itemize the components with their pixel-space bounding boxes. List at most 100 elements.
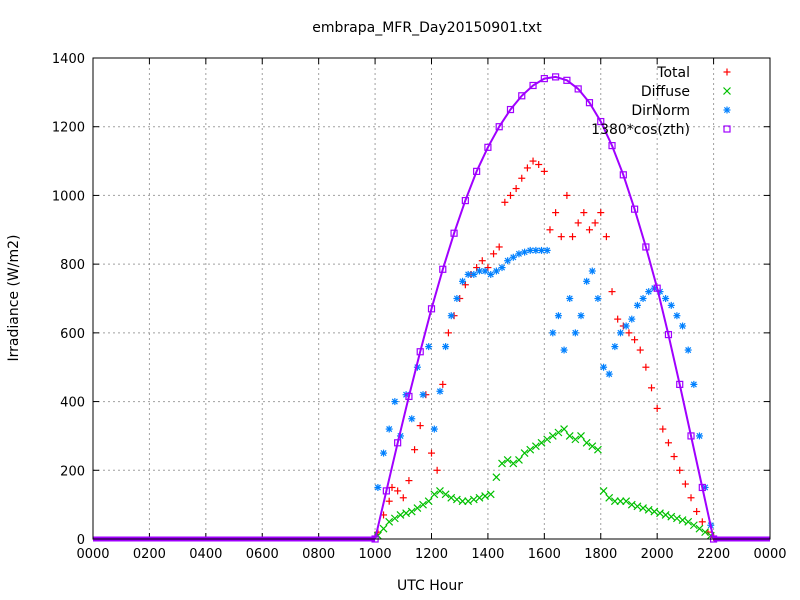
data-point: [529, 157, 537, 165]
data-point: [424, 497, 433, 506]
data-point: [411, 446, 419, 454]
data-point: [571, 329, 579, 337]
data-point: [444, 329, 452, 337]
data-point: [416, 422, 424, 430]
data-point: [644, 505, 653, 514]
data-point: [639, 295, 647, 302]
data-point: [661, 511, 670, 519]
data-point: [698, 518, 706, 526]
data-point: [582, 438, 591, 447]
data-point: [486, 490, 495, 499]
data-point: [495, 123, 503, 131]
data-point: [509, 459, 518, 468]
data-point: [503, 456, 512, 464]
data-point: [425, 343, 433, 351]
data-point: [399, 494, 407, 502]
data-point: [543, 435, 552, 444]
data-point: [642, 363, 650, 371]
data-point: [402, 509, 411, 518]
data-point: [492, 473, 501, 482]
data-point: [616, 329, 624, 337]
data-point: [662, 295, 670, 302]
data-point: [574, 219, 582, 227]
data-point: [523, 164, 531, 172]
data-point: [515, 250, 523, 258]
data-point: [684, 517, 693, 526]
data-point: [636, 346, 644, 354]
y-axis-ticks: 0 200 400 600 800 1000 1200 1400: [52, 52, 770, 548]
data-point: [681, 480, 689, 488]
x-tick-label: 1400: [471, 547, 504, 562]
data-point: [631, 336, 639, 344]
data-point: [554, 312, 562, 320]
data-point: [537, 438, 546, 447]
data-point: [419, 500, 427, 509]
data-point: [492, 267, 500, 275]
data-point: [452, 495, 461, 504]
data-point: [684, 346, 692, 354]
data-point: [540, 167, 548, 175]
data-point: [441, 490, 450, 499]
data-point: [552, 209, 560, 217]
data-point: [430, 490, 439, 499]
data-point: [520, 449, 529, 458]
data-point: [676, 466, 684, 474]
data-point: [560, 346, 568, 354]
x-tick-label: 0200: [133, 547, 166, 562]
data-point: [695, 524, 704, 533]
data-point: [433, 466, 441, 474]
data-point: [459, 277, 467, 285]
data-point: [512, 185, 520, 193]
data-point: [616, 497, 625, 506]
data-point: [633, 502, 642, 511]
x-tick-label: 2000: [641, 547, 674, 562]
data-point: [605, 370, 613, 378]
data-point: [535, 161, 543, 169]
data-point: [585, 99, 594, 107]
legend-marker: [723, 125, 731, 133]
data-point: [447, 312, 455, 320]
data-point: [419, 391, 427, 399]
data-point: [490, 250, 498, 258]
data-point: [498, 264, 506, 272]
data-point: [405, 477, 413, 485]
data-point: [557, 233, 565, 241]
data-point: [385, 497, 393, 505]
data-point: [667, 301, 675, 309]
data-point: [380, 449, 388, 457]
data-point: [633, 301, 641, 309]
data-point: [701, 528, 710, 537]
data-point: [531, 442, 540, 451]
chart-title: embrapa_MFR_Day20150901.txt: [312, 20, 542, 36]
data-point: [577, 312, 585, 320]
data-point: [679, 322, 687, 330]
data-point: [518, 92, 526, 100]
data-point: [413, 504, 422, 513]
data-point: [495, 243, 503, 251]
data-point: [515, 456, 523, 464]
data-point: [588, 267, 596, 275]
data-point: [390, 514, 399, 523]
data-point: [473, 167, 481, 175]
data-point: [622, 322, 630, 330]
x-axis-label: UTC Hour: [397, 578, 463, 594]
y-axis-label: Irradiance (W/m2): [6, 235, 22, 362]
data-point: [469, 495, 478, 504]
legend-marker: [723, 68, 731, 76]
data-point: [428, 449, 435, 457]
y-tick-label: 400: [60, 396, 85, 411]
data-point: [532, 246, 540, 254]
data-point: [594, 445, 602, 454]
data-point: [396, 511, 405, 519]
data-point: [546, 226, 554, 234]
data-point: [548, 432, 557, 440]
legend-marker: [723, 106, 731, 114]
data-point: [501, 198, 509, 206]
legend: Total Diffuse DirNorm 1380*cos(zth): [591, 65, 731, 138]
y-tick-label: 0: [77, 533, 85, 548]
data-point: [385, 517, 394, 526]
data-point: [487, 270, 495, 278]
y-tick-label: 800: [60, 258, 85, 273]
legend-label: Total: [656, 65, 690, 81]
data-point: [599, 486, 608, 495]
